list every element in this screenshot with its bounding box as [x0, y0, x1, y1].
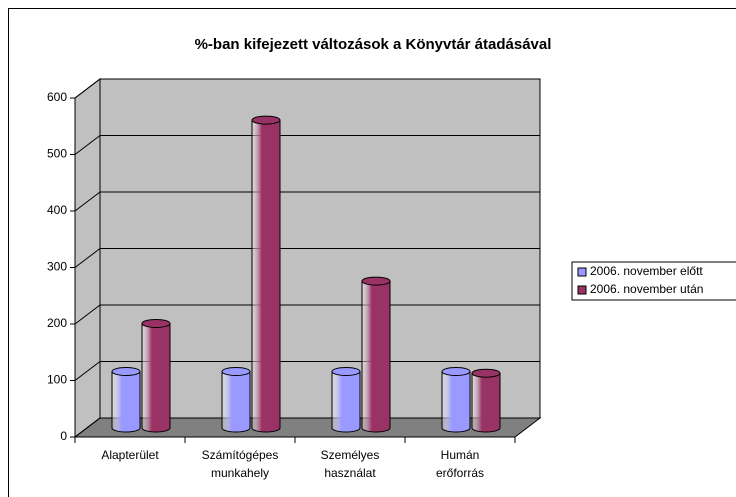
bar-top	[331, 367, 361, 376]
grid-line	[74, 135, 540, 155]
y-tick-label: 200	[47, 316, 67, 330]
bar-body	[471, 372, 501, 433]
x-tick-label: Személyes használat	[321, 448, 380, 480]
legend-swatch	[577, 267, 587, 277]
bar-top	[471, 368, 501, 378]
bar-body	[331, 371, 361, 433]
grid-line	[74, 248, 540, 268]
bar	[361, 276, 391, 433]
x-tick-label-line: Alapterület	[101, 448, 159, 462]
y-tick-label: 400	[47, 203, 67, 217]
bar	[251, 115, 281, 433]
bar-body	[141, 322, 171, 433]
grid-line	[74, 191, 540, 212]
bar	[111, 367, 141, 433]
x-tick-label-line: munkahely	[211, 466, 269, 480]
bar	[331, 367, 361, 433]
x-tick-label: Számítógépes munkahely	[202, 448, 279, 480]
bar-top	[141, 318, 171, 328]
legend-swatch	[577, 285, 587, 295]
x-tick-label: Humán erőforrás	[436, 448, 484, 480]
bar-top	[361, 276, 391, 286]
bar-body	[251, 119, 281, 433]
x-tick-label-line: használat	[324, 466, 376, 480]
legend-box	[571, 261, 736, 301]
chart-title: %-ban kifejezett változások a Könyvtár á…	[195, 36, 552, 53]
bar-body	[361, 280, 391, 433]
x-tick-label-line: Számítógépes	[202, 448, 279, 462]
x-tick-label-line: erőforrás	[436, 466, 484, 480]
bar-top	[221, 367, 251, 376]
bar-top	[251, 115, 281, 125]
y-tick-label: 0	[60, 429, 67, 443]
x-tick-label-line: Humán	[441, 448, 480, 462]
bar-top	[111, 367, 141, 376]
bar-body	[441, 371, 471, 433]
bar-body	[221, 371, 251, 433]
y-tick-label: 600	[47, 90, 67, 104]
bar	[441, 367, 471, 433]
bar	[471, 368, 501, 433]
bar-body	[111, 371, 141, 433]
grid-line	[74, 417, 540, 438]
bar-top	[441, 367, 471, 376]
y-tick-label: 300	[47, 260, 67, 274]
legend-label: 2006. november után	[590, 282, 703, 296]
y-tick-label: 100	[47, 373, 67, 387]
grid-line	[74, 361, 540, 381]
grid-line	[74, 78, 540, 99]
bar	[141, 318, 171, 433]
x-tick-label: Alapterület	[101, 448, 159, 462]
legend-label: 2006. november előtt	[590, 264, 703, 278]
x-tick-label-line: Személyes	[321, 448, 380, 462]
grid-line	[74, 304, 540, 325]
bar	[221, 367, 251, 433]
y-tick-label: 500	[47, 147, 67, 161]
